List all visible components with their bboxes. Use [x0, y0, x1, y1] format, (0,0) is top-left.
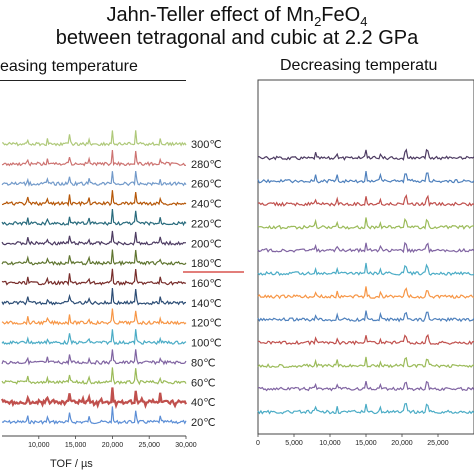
temperature-label: 280℃: [191, 159, 222, 171]
temperature-label: 240℃: [191, 199, 222, 211]
temperature-label: 60℃: [191, 377, 216, 389]
panel-0-trace-13: [1, 171, 187, 187]
temperature-label: 100℃: [191, 338, 222, 350]
temperature-label: 140℃: [191, 298, 222, 310]
temperature-label: 40℃: [191, 397, 216, 409]
temperature-label: 120℃: [191, 318, 222, 330]
panel-1-trace-6: [257, 286, 474, 300]
chart-title-line-1: Jahn-Teller effect of Mn2FeO4: [106, 4, 368, 29]
x-axis-title: TOF / µs: [50, 458, 93, 470]
panel-1-x-tick-label: 20,000: [391, 440, 413, 447]
panel-1-trace-9: [257, 217, 474, 230]
panel-1-x-tick-label: 15,000: [355, 440, 377, 447]
panel-1-frame: [257, 79, 474, 435]
panel-0-trace-10: [1, 230, 187, 246]
panel-1-trace-5: [257, 310, 474, 323]
temperature-label: 220℃: [191, 218, 222, 230]
panel-1-trace-11: [257, 171, 474, 184]
temperature-label: 20℃: [191, 417, 216, 429]
panel-1-x-tick-label: 25,000: [427, 440, 449, 447]
panel-0-trace-1: [1, 406, 187, 425]
panel-0-trace-15: [1, 130, 187, 147]
panel-1-trace-8: [257, 241, 474, 254]
panel-1-trace-1: [257, 402, 474, 415]
panel-0-trace-12: [1, 190, 187, 207]
panel-0-trace-11: [1, 209, 187, 227]
temperature-label: 300℃: [191, 139, 222, 151]
panel-1-trace-10: [257, 194, 474, 207]
panel-0-trace-4: [1, 349, 187, 366]
panel-1-trace-12: [257, 148, 474, 161]
temperature-label: 200℃: [191, 238, 222, 250]
panel-0-x-tick-label: 15,000: [65, 442, 87, 449]
panel-0-trace-7: [1, 287, 187, 306]
panel-0-trace-6: [1, 308, 187, 326]
right-panel-header: Decreasing temperatu: [280, 57, 438, 74]
panel-0-trace-9: [1, 249, 187, 267]
panel-1-trace-3: [257, 356, 474, 369]
panel-0-trace-3: [1, 367, 187, 386]
panel-1-trace-4: [258, 333, 474, 346]
temperature-label: 260℃: [191, 179, 222, 191]
panel-1-trace-2: [257, 380, 474, 392]
panel-1-x-tick-label: 10,000: [319, 440, 341, 447]
temperature-label: 180℃: [191, 258, 222, 270]
panel-1-trace-7: [257, 262, 474, 277]
panel-0-trace-2: [1, 387, 188, 410]
chart-title-line-2: between tetragonal and cubic at 2.2 GPa: [55, 27, 419, 49]
panel-0-trace-8: [1, 268, 187, 287]
temperature-label: 160℃: [191, 278, 222, 290]
panel-0-x-tick-label: 10,000: [28, 442, 50, 449]
left-panel-header: easing temperature: [0, 58, 138, 75]
panel-0-x-tick-label: 20,000: [102, 442, 124, 449]
panel-1-x-tick-label: 5,000: [285, 440, 303, 447]
panel-0-x-tick-label: 25,000: [138, 442, 160, 449]
panel-1-x-tick-label: 0: [256, 440, 260, 447]
panel-0-trace-5: [1, 329, 187, 346]
left-header-rule: [0, 80, 186, 81]
panel-0-trace-14: [1, 150, 187, 167]
panel-0-x-tick-label: 30,000: [175, 442, 197, 449]
temperature-label: 80℃: [191, 357, 216, 369]
